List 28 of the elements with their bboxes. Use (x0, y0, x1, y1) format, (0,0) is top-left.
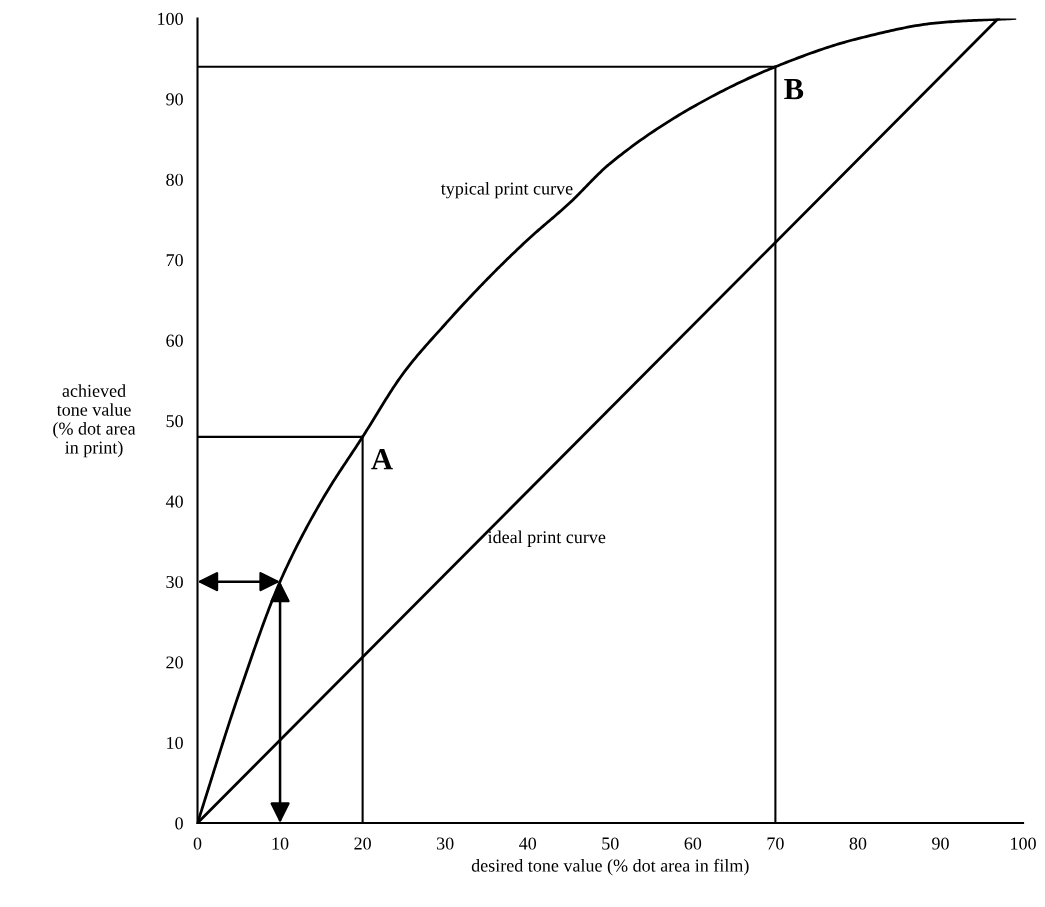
y-axis-title: achieved tone value (% dot area in print) (53, 384, 136, 458)
x-tick-label: 100 (1011, 837, 1036, 850)
x-tick-label: 20 (354, 837, 371, 850)
x-tick-label: 60 (684, 837, 702, 850)
x-tick-label: 40 (519, 837, 537, 850)
x-tick-label: 0 (193, 837, 202, 850)
annotation: A (371, 448, 393, 470)
x-tick-label: 50 (602, 837, 619, 850)
annotation: B (784, 79, 804, 100)
y-tick-label: 60 (166, 334, 183, 347)
y-tick-label: 50 (166, 415, 183, 428)
x-axis-title: desired tone value (% dot area in film) (471, 858, 749, 876)
series-label: typical print curve (440, 181, 573, 199)
y-tick-label: 0 (175, 817, 183, 830)
y-tick-label: 80 (166, 173, 183, 186)
y-tick-label: 10 (167, 736, 183, 749)
x-tick-label: 70 (767, 837, 784, 850)
y-tick-label: 90 (166, 93, 183, 106)
y-tick-label: 100 (158, 12, 183, 25)
y-tick-label: 30 (166, 575, 183, 589)
x-tick-label: 10 (272, 837, 289, 850)
y-tick-label: 40 (165, 495, 183, 508)
x-tick-label: 30 (437, 837, 454, 850)
y-tick-label: 70 (166, 254, 183, 267)
x-tick-label: 90 (932, 837, 949, 850)
y-tick-label: 20 (166, 656, 183, 669)
x-tick-label: 80 (849, 837, 867, 850)
series-label: ideal print curve (487, 530, 606, 547)
